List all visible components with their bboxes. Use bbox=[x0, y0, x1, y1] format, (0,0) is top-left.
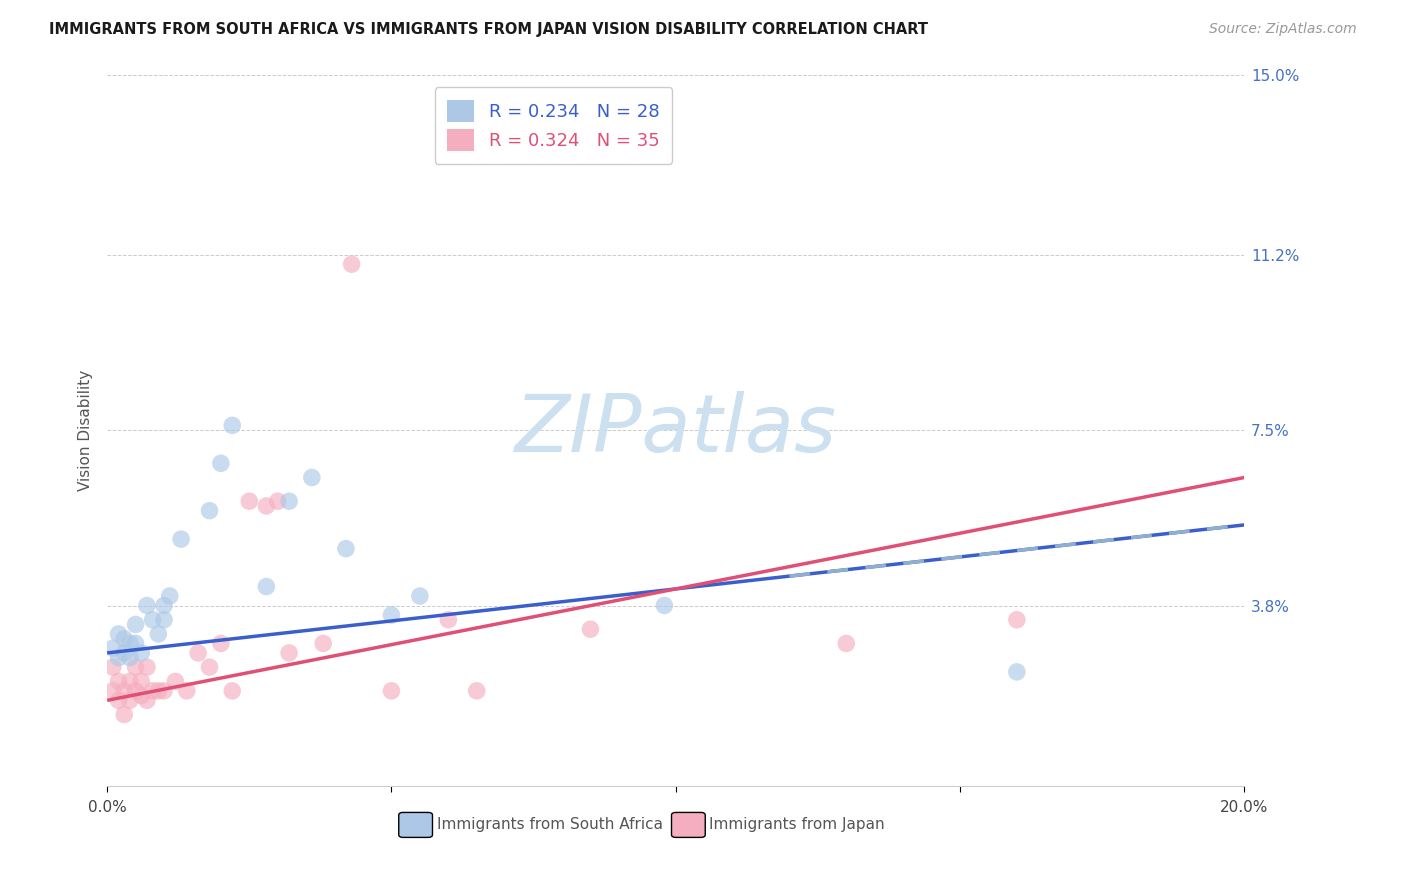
Text: Immigrants from South Africa: Immigrants from South Africa bbox=[437, 817, 662, 832]
Point bbox=[267, 494, 290, 508]
Point bbox=[221, 683, 243, 698]
Text: IMMIGRANTS FROM SOUTH AFRICA VS IMMIGRANTS FROM JAPAN VISION DISABILITY CORRELAT: IMMIGRANTS FROM SOUTH AFRICA VS IMMIGRAN… bbox=[49, 22, 928, 37]
Point bbox=[112, 683, 135, 698]
Point bbox=[654, 599, 676, 613]
Point bbox=[129, 646, 152, 660]
Point bbox=[159, 589, 181, 603]
Legend: R = 0.234   N = 28, R = 0.324   N = 35: R = 0.234 N = 28, R = 0.324 N = 35 bbox=[434, 87, 672, 163]
Point bbox=[335, 541, 357, 556]
Point bbox=[112, 632, 135, 646]
Point bbox=[380, 683, 402, 698]
Point bbox=[107, 650, 129, 665]
Text: Immigrants from Japan: Immigrants from Japan bbox=[710, 817, 886, 832]
Point bbox=[254, 499, 277, 513]
Point bbox=[278, 646, 301, 660]
Point bbox=[198, 504, 221, 518]
Point bbox=[153, 683, 176, 698]
Point bbox=[465, 683, 488, 698]
Point bbox=[112, 707, 135, 722]
Point bbox=[380, 607, 402, 622]
Point bbox=[107, 627, 129, 641]
Point bbox=[209, 636, 232, 650]
Point bbox=[221, 418, 243, 433]
Point bbox=[153, 613, 176, 627]
Point bbox=[101, 683, 124, 698]
Point bbox=[198, 660, 221, 674]
Point bbox=[176, 683, 198, 698]
Point bbox=[148, 683, 170, 698]
Point bbox=[1005, 665, 1028, 679]
Point bbox=[124, 636, 146, 650]
Point bbox=[118, 636, 141, 650]
Point bbox=[107, 674, 129, 689]
Point bbox=[153, 599, 176, 613]
Point bbox=[142, 613, 165, 627]
Point bbox=[148, 627, 170, 641]
Point bbox=[1005, 613, 1028, 627]
Point bbox=[409, 589, 432, 603]
Point bbox=[340, 257, 363, 271]
Point bbox=[124, 660, 146, 674]
Text: ZIPatlas: ZIPatlas bbox=[515, 391, 837, 469]
Point bbox=[437, 613, 460, 627]
Point bbox=[835, 636, 858, 650]
Point bbox=[278, 494, 301, 508]
Y-axis label: Vision Disability: Vision Disability bbox=[79, 369, 93, 491]
Point bbox=[165, 674, 187, 689]
Point bbox=[118, 650, 141, 665]
Point bbox=[312, 636, 335, 650]
Point bbox=[129, 689, 152, 703]
Point bbox=[142, 683, 165, 698]
Text: Source: ZipAtlas.com: Source: ZipAtlas.com bbox=[1209, 22, 1357, 37]
Point bbox=[238, 494, 260, 508]
Point bbox=[170, 532, 193, 546]
Point bbox=[301, 470, 323, 484]
Point bbox=[129, 674, 152, 689]
Point bbox=[209, 456, 232, 470]
Point bbox=[101, 660, 124, 674]
Point bbox=[579, 622, 602, 636]
Point bbox=[118, 693, 141, 707]
Point bbox=[124, 683, 146, 698]
Point bbox=[187, 646, 209, 660]
Point bbox=[112, 646, 135, 660]
Point bbox=[107, 693, 129, 707]
Point bbox=[124, 617, 146, 632]
Point bbox=[254, 580, 277, 594]
Point bbox=[101, 641, 124, 656]
Point bbox=[136, 660, 159, 674]
Point bbox=[136, 693, 159, 707]
Point bbox=[136, 599, 159, 613]
Point bbox=[118, 674, 141, 689]
